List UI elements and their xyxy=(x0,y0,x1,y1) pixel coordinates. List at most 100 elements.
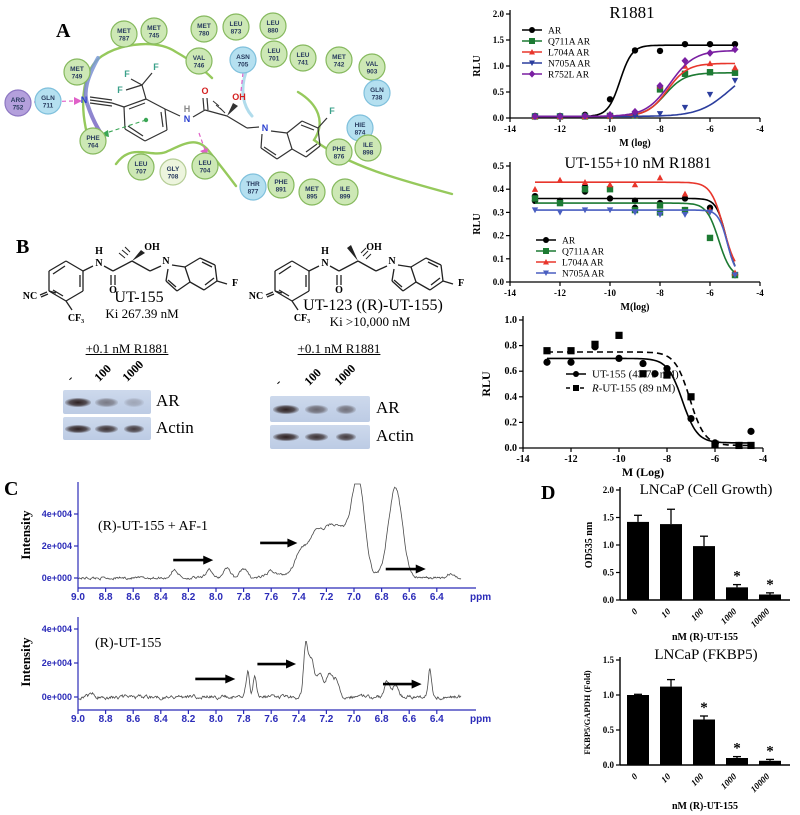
marker-circle xyxy=(687,414,695,423)
marker-circle xyxy=(656,47,664,55)
bond-line xyxy=(226,115,248,129)
marker-tridown xyxy=(656,212,664,218)
y-tick-label: 1.0 xyxy=(603,540,615,550)
marker-circle xyxy=(706,40,714,48)
marker-triangle xyxy=(706,60,714,67)
legend-label: L704A AR xyxy=(548,49,590,59)
residue-bubble xyxy=(325,138,353,166)
bond-line xyxy=(127,125,144,137)
residue-name: MET xyxy=(70,66,84,73)
panel-label-d: D xyxy=(541,482,556,504)
residue-bubble xyxy=(229,46,257,74)
bond-line xyxy=(89,102,113,107)
y-axis-label: RLU xyxy=(479,371,493,397)
residue-number: 903 xyxy=(367,69,378,76)
marker-diamond xyxy=(731,45,739,54)
bond-line xyxy=(39,291,48,296)
legend-label: R752L AR xyxy=(548,71,590,81)
marker-triangle xyxy=(543,259,549,265)
marker-circle xyxy=(529,27,535,33)
residue-number: 874 xyxy=(355,130,366,137)
bar xyxy=(693,546,715,600)
bond-line xyxy=(266,293,275,298)
atom-label: F xyxy=(458,278,464,289)
residue-bubble xyxy=(63,58,91,86)
x-tick-label: -6 xyxy=(706,288,714,298)
arrowhead xyxy=(286,659,297,669)
residue-number: 704 xyxy=(200,168,211,175)
atom-label: F xyxy=(232,278,238,289)
marker-tridown xyxy=(631,113,639,120)
y-tick-label: 0.2 xyxy=(493,231,505,241)
blot-left: -100 1000 AR Actin xyxy=(63,357,211,454)
y-tick-label: 0.0 xyxy=(493,113,505,123)
x-tick-label: 8.0 xyxy=(209,592,223,603)
protein-band xyxy=(124,397,144,407)
bond-line xyxy=(430,277,441,286)
residue-name: LEU xyxy=(230,21,243,28)
compound-name-right: UT-123 ((R)-UT-155) xyxy=(303,297,443,314)
residue-name: MET xyxy=(332,54,346,61)
atom-label: H xyxy=(321,246,329,257)
atom-label: N xyxy=(321,258,329,269)
marker-diamond xyxy=(531,112,539,121)
x-tick-label: -14 xyxy=(516,454,529,465)
marker-tridown xyxy=(706,209,714,216)
bond-line xyxy=(274,290,293,302)
legend-label: AR xyxy=(562,237,576,247)
residue-number: 749 xyxy=(72,74,83,81)
marker-diamond xyxy=(681,56,689,65)
lane-label: 100 xyxy=(301,365,325,389)
marker-diamond xyxy=(631,107,639,116)
residue-number: 742 xyxy=(334,62,345,69)
bond-line xyxy=(160,111,164,128)
bond-line xyxy=(442,280,454,285)
bond-line xyxy=(260,147,278,160)
bond-line xyxy=(164,108,181,117)
y-tick-label: 0.5 xyxy=(493,87,505,97)
bond-line xyxy=(260,133,263,149)
blot-band-row-actin xyxy=(270,425,370,449)
bond-line xyxy=(338,260,359,272)
marker-triangle xyxy=(556,176,564,183)
chart-r1881-agonist: 0.0 0.5 1.0 1.5 2.0 -14 -12 -10 -8 -6 -4 R1881 M (lo… xyxy=(472,3,764,149)
bond-line xyxy=(141,84,147,100)
residue-bubble xyxy=(325,46,353,74)
legend-label: Q711A AR xyxy=(548,38,591,48)
x-tick-label: 9.0 xyxy=(71,714,85,725)
x-tick-label: 8.6 xyxy=(126,714,140,725)
y-tick-label: 0.0 xyxy=(505,443,518,454)
bond-line xyxy=(202,97,205,111)
bond-line xyxy=(308,265,320,272)
nmr-trace xyxy=(77,640,462,701)
atom-label: OH xyxy=(232,92,246,102)
x-tick-label: 8.8 xyxy=(99,714,113,725)
nmr-spectrum-af1: 0e+000 2e+004 4e+004 9.0 8.8 8.6 8.4 8.2 8.0 7.8 7… xyxy=(18,482,491,603)
bond-line xyxy=(124,128,146,142)
protein-band xyxy=(94,397,118,407)
bond-line xyxy=(216,280,228,285)
x-tick-label: -12 xyxy=(554,288,566,298)
panel-label-a: A xyxy=(56,20,71,42)
marker-tridown xyxy=(681,212,689,218)
arrowhead xyxy=(203,555,214,565)
residue-name: THR xyxy=(246,181,260,188)
residue-bubble xyxy=(110,20,138,48)
bond-line xyxy=(305,145,321,158)
chart-cell-growth: 0.0 0.5 1.0 1.5 2.0 0 10 100 * 1000 * 10000 LNCaP (C… xyxy=(584,482,790,643)
bar xyxy=(693,719,715,765)
bond-line xyxy=(131,260,151,272)
bond-line xyxy=(360,247,367,254)
marker-circle xyxy=(606,96,614,103)
residue-bubble xyxy=(298,178,326,206)
x-tick-label: 7.0 xyxy=(347,714,361,725)
atom-label: F xyxy=(153,62,159,72)
